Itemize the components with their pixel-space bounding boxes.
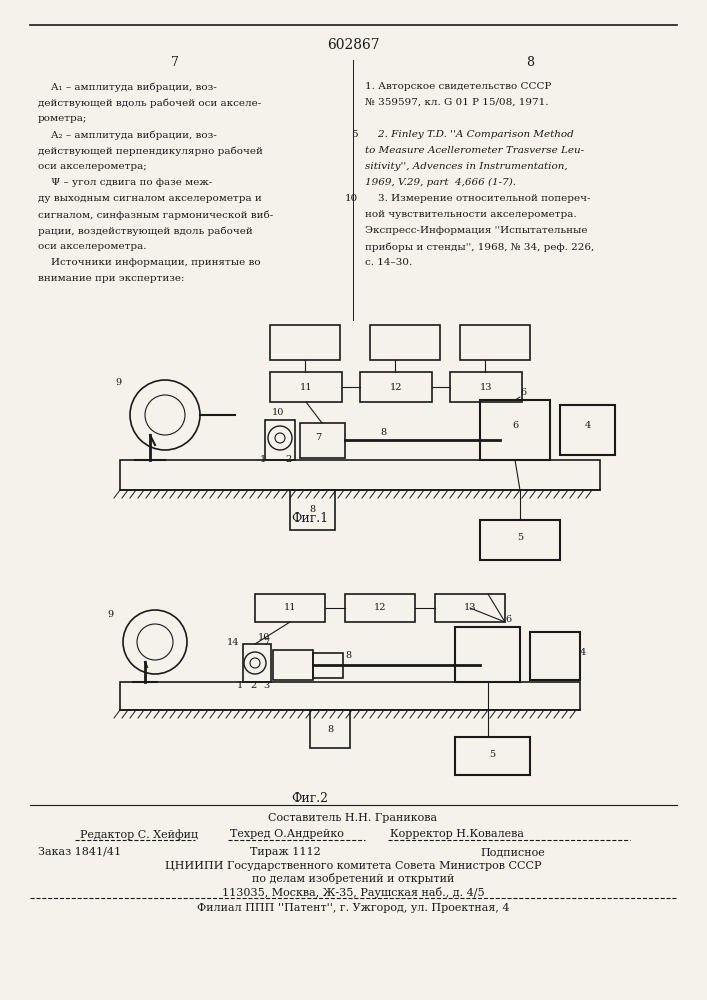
Bar bbox=[273, 650, 313, 680]
Bar bbox=[460, 325, 530, 360]
Text: 10: 10 bbox=[272, 408, 284, 417]
Bar bbox=[455, 737, 530, 775]
Text: Экспресс-Информация ''Испытательные: Экспресс-Информация ''Испытательные bbox=[365, 226, 588, 235]
Text: по делам изобретений и открытий: по делам изобретений и открытий bbox=[252, 873, 454, 884]
Text: Составитель Н.Н. Граникова: Составитель Н.Н. Граникова bbox=[269, 813, 438, 823]
Text: с. 14–30.: с. 14–30. bbox=[365, 258, 412, 267]
Text: 10: 10 bbox=[258, 633, 270, 642]
Text: A₁ – амплитуда вибрации, воз-: A₁ – амплитуда вибрации, воз- bbox=[38, 82, 217, 92]
Text: 12: 12 bbox=[390, 382, 402, 391]
Text: 5: 5 bbox=[351, 130, 358, 139]
Text: 8: 8 bbox=[380, 428, 386, 437]
Text: 13: 13 bbox=[480, 382, 492, 391]
Text: 1. Авторское свидетельство СССР: 1. Авторское свидетельство СССР bbox=[365, 82, 551, 91]
Text: 5: 5 bbox=[517, 533, 523, 542]
Text: ной чувствительности акселерометра.: ной чувствительности акселерометра. bbox=[365, 210, 577, 219]
Text: Редактор С. Хейфиц: Редактор С. Хейфиц bbox=[80, 829, 198, 840]
Text: Корректор Н.Ковалева: Корректор Н.Ковалева bbox=[390, 829, 524, 839]
Text: 2. Finley T.D. ''A Comparison Method: 2. Finley T.D. ''A Comparison Method bbox=[365, 130, 574, 139]
Text: Техред О.Андрейко: Техред О.Андрейко bbox=[230, 829, 344, 839]
Text: 7: 7 bbox=[171, 55, 179, 68]
Bar bbox=[560, 405, 615, 455]
Text: Фиг.2: Фиг.2 bbox=[291, 792, 329, 805]
Text: 2: 2 bbox=[285, 455, 291, 464]
Text: Подписное: Подписное bbox=[480, 847, 545, 857]
Text: сигналом, синфазным гармонической виб-: сигналом, синфазным гармонической виб- bbox=[38, 210, 273, 220]
Text: 8: 8 bbox=[327, 725, 333, 734]
Bar bbox=[255, 594, 325, 622]
Text: действующей вдоль рабочей оси акселе-: действующей вдоль рабочей оси акселе- bbox=[38, 98, 262, 107]
Text: 5: 5 bbox=[489, 750, 495, 759]
Text: Тираж 1112: Тираж 1112 bbox=[250, 847, 321, 857]
Text: 3: 3 bbox=[263, 681, 269, 690]
Text: 1969, V.29, part  4,666 (1-7).: 1969, V.29, part 4,666 (1-7). bbox=[365, 178, 516, 187]
Text: оси акселерометра;: оси акселерометра; bbox=[38, 162, 147, 171]
Bar bbox=[530, 632, 580, 680]
Text: оси акселерометра.: оси акселерометра. bbox=[38, 242, 146, 251]
Bar bbox=[120, 682, 580, 710]
Bar bbox=[360, 372, 432, 402]
Bar bbox=[310, 710, 350, 748]
Text: Заказ 1841/41: Заказ 1841/41 bbox=[38, 847, 121, 857]
Text: 13: 13 bbox=[464, 603, 477, 612]
Text: 12: 12 bbox=[374, 603, 386, 612]
Text: 8: 8 bbox=[309, 505, 315, 514]
Bar bbox=[370, 325, 440, 360]
Bar bbox=[450, 372, 522, 402]
Text: 6: 6 bbox=[520, 388, 526, 397]
Text: 1: 1 bbox=[237, 681, 243, 690]
Text: 10: 10 bbox=[345, 194, 358, 203]
Text: 6: 6 bbox=[512, 421, 518, 430]
Text: 2: 2 bbox=[250, 681, 256, 690]
Bar bbox=[345, 594, 415, 622]
Text: 113035, Москва, Ж-35, Раушская наб., д. 4/5: 113035, Москва, Ж-35, Раушская наб., д. … bbox=[222, 887, 484, 898]
Text: sitivity'', Advences in Instrumentation,: sitivity'', Advences in Instrumentation, bbox=[365, 162, 568, 171]
Bar bbox=[120, 460, 600, 490]
Text: 7: 7 bbox=[263, 638, 269, 647]
Text: A₂ – амплитуда вибрации, воз-: A₂ – амплитуда вибрации, воз- bbox=[38, 130, 217, 139]
Bar bbox=[243, 644, 271, 682]
Text: 9: 9 bbox=[107, 610, 113, 619]
Bar bbox=[265, 420, 295, 460]
Text: Филиал ППП ''Патент'', г. Ужгород, ул. Проектная, 4: Филиал ППП ''Патент'', г. Ужгород, ул. П… bbox=[197, 903, 509, 913]
Text: 1: 1 bbox=[260, 455, 267, 464]
Text: 9: 9 bbox=[115, 378, 121, 387]
Bar bbox=[270, 325, 340, 360]
Text: ду выходным сигналом акселерометра и: ду выходным сигналом акселерометра и bbox=[38, 194, 262, 203]
Text: приборы и стенды'', 1968, № 34, реф. 226,: приборы и стенды'', 1968, № 34, реф. 226… bbox=[365, 242, 595, 251]
Bar bbox=[313, 653, 343, 678]
Text: рации, воздействующей вдоль рабочей: рации, воздействующей вдоль рабочей bbox=[38, 226, 252, 235]
Text: 8: 8 bbox=[345, 651, 351, 660]
Text: рометра;: рометра; bbox=[38, 114, 88, 123]
Text: 3. Измерение относительной попереч-: 3. Измерение относительной попереч- bbox=[365, 194, 590, 203]
Text: to Measure Acellerometer Trasverse Leu-: to Measure Acellerometer Trasverse Leu- bbox=[365, 146, 584, 155]
Text: Источники информации, принятые во: Источники информации, принятые во bbox=[38, 258, 261, 267]
Bar bbox=[480, 400, 550, 460]
Text: 8: 8 bbox=[526, 55, 534, 68]
Bar bbox=[290, 490, 335, 530]
Text: внимание при экспертизе:: внимание при экспертизе: bbox=[38, 274, 185, 283]
Text: 7: 7 bbox=[315, 433, 321, 442]
Text: 4: 4 bbox=[585, 421, 591, 430]
Text: 14: 14 bbox=[227, 638, 240, 647]
Bar bbox=[480, 520, 560, 560]
Text: 11: 11 bbox=[300, 382, 312, 391]
Text: 4: 4 bbox=[580, 648, 586, 657]
Bar bbox=[455, 627, 520, 682]
Text: действующей перпендикулярно рабочей: действующей перпендикулярно рабочей bbox=[38, 146, 263, 155]
Text: ЦНИИПИ Государственного комитета Совета Министров СССР: ЦНИИПИ Государственного комитета Совета … bbox=[165, 861, 542, 871]
Text: 602867: 602867 bbox=[327, 38, 380, 52]
Text: Фиг.1: Фиг.1 bbox=[291, 512, 329, 525]
Text: № 359597, кл. G 01 P 15/08, 1971.: № 359597, кл. G 01 P 15/08, 1971. bbox=[365, 98, 549, 107]
Bar bbox=[435, 594, 505, 622]
Text: 6: 6 bbox=[505, 615, 511, 624]
Text: 11: 11 bbox=[284, 603, 296, 612]
Bar bbox=[270, 372, 342, 402]
Bar bbox=[300, 423, 345, 458]
Text: Ψ – угол сдвига по фазе меж-: Ψ – угол сдвига по фазе меж- bbox=[38, 178, 212, 187]
